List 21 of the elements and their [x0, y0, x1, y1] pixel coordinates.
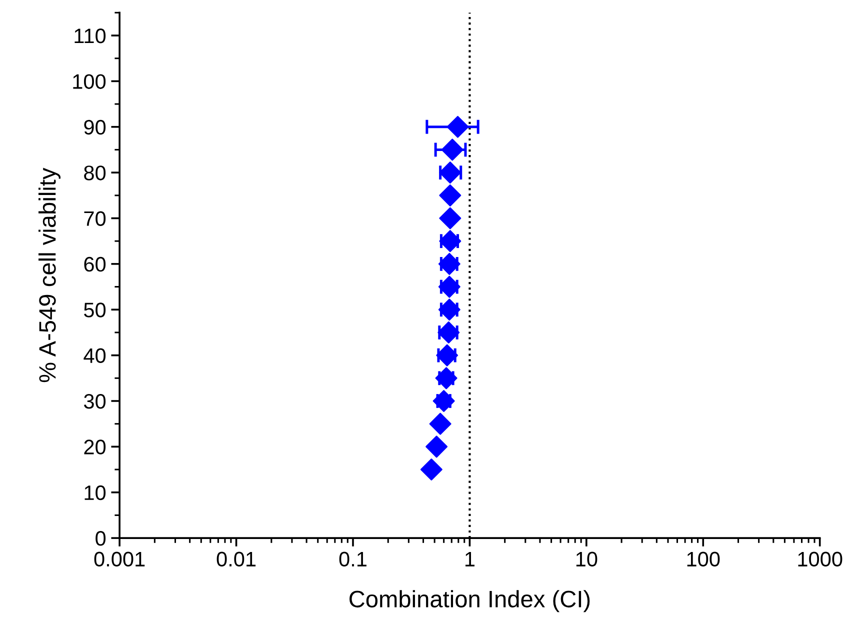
y-tick-label: 30 [84, 394, 106, 409]
y-tick-label: 110 [74, 28, 106, 44]
y-tick-label: 10 [84, 485, 106, 500]
y-tick-label: 90 [84, 120, 106, 135]
x-tick-label: 1000 [798, 552, 842, 567]
x-tick-label: 100 [687, 552, 720, 567]
y-tick-label: 0 [96, 531, 106, 546]
y-tick-label: 70 [84, 211, 106, 226]
x-tick-label: 1 [465, 552, 474, 566]
y-tick-label: 20 [84, 440, 106, 454]
y-tick-label: 50 [84, 302, 106, 318]
x-tick-label: 0.1 [339, 552, 366, 567]
y-tick-label: 100 [73, 74, 106, 89]
x-tick-label: 0.01 [216, 552, 256, 567]
y-tick-label: 40 [84, 348, 106, 364]
y-tick-label: 60 [84, 256, 106, 272]
x-axis-title: Combination Index (CI) [350, 590, 590, 612]
x-tick-label: 0.001 [94, 552, 145, 567]
y-tick-label: 80 [84, 166, 106, 180]
x-tick-label: 10 [576, 552, 598, 567]
y-axis-title: % A-549 cell viability [38, 168, 60, 382]
